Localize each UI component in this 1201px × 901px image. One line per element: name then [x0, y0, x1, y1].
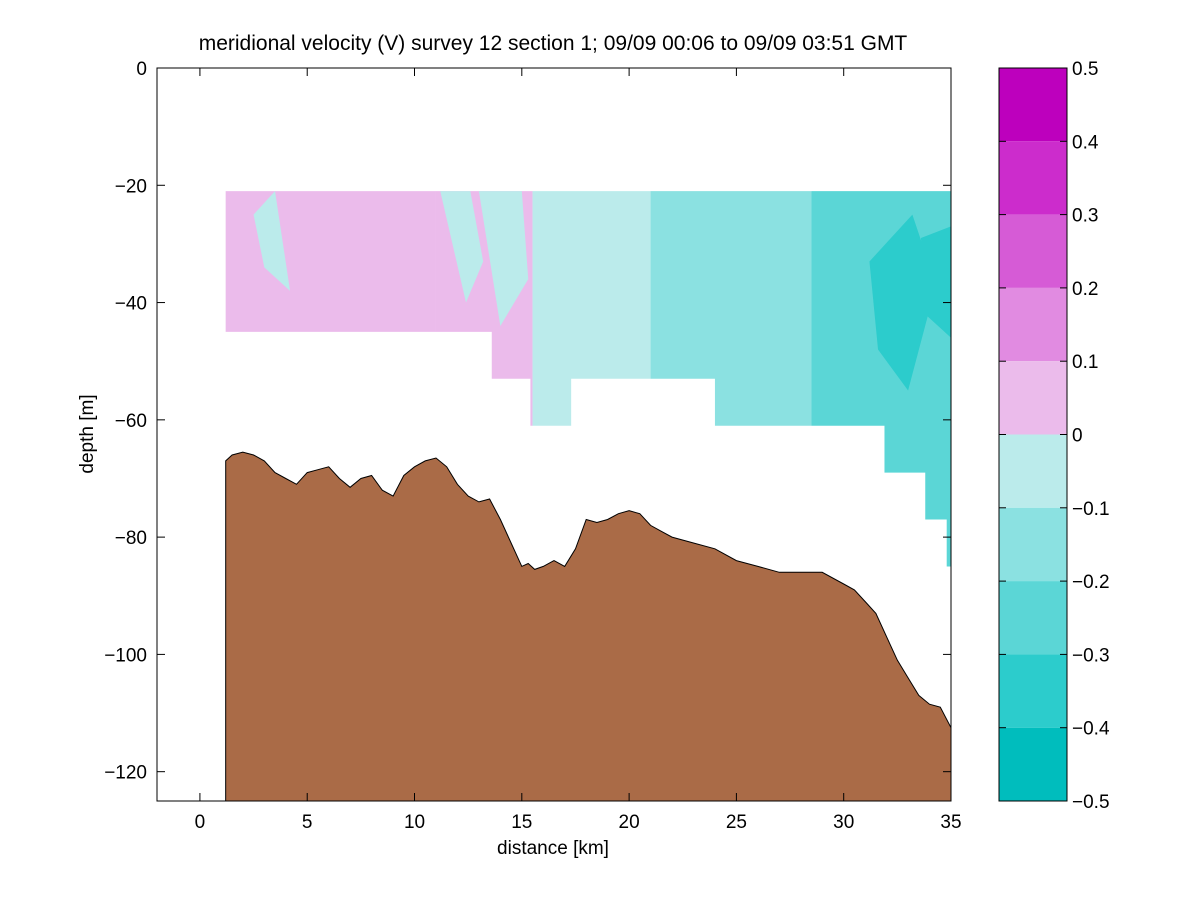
colorbar-tick-label: 0.5 [1072, 59, 1098, 80]
colorbar-band [999, 361, 1067, 435]
velocity-patch [478, 191, 529, 327]
y-tick-label: −40 [115, 294, 147, 315]
colorbar-tick-label: 0.4 [1072, 132, 1099, 153]
colorbar-band [999, 287, 1067, 362]
x-tick-label: 25 [726, 812, 747, 833]
velocity-zone [650, 191, 812, 426]
colorbar-band [999, 727, 1067, 801]
y-tick-label: −60 [115, 411, 147, 432]
seafloor-profile [225, 451, 951, 801]
colorbar-band [999, 214, 1067, 288]
velocity-patch [869, 214, 936, 391]
x-tick-label: 15 [511, 812, 532, 833]
colorbar-tick-label: −0.1 [1072, 499, 1110, 520]
colorbar-tick-label: −0.4 [1072, 719, 1110, 740]
y-tick-label: −120 [104, 763, 147, 784]
colorbar-band [999, 581, 1067, 655]
x-axis: 0 5 10 15 20 25 30 35 [195, 68, 962, 833]
x-tick-label: 0 [195, 812, 206, 833]
y-axis: 0 −20 −40 −60 −80 −100 −120 [104, 59, 951, 784]
x-tick-label: 5 [302, 812, 313, 833]
colorbar-band [999, 507, 1067, 582]
y-tick-label: −80 [115, 528, 147, 549]
colorbar-band [999, 141, 1067, 215]
plot-frame [156, 67, 952, 802]
colorbar-tick-label: −0.5 [1072, 792, 1110, 813]
y-tick-label: −100 [104, 645, 147, 666]
colorbar-tick-label: 0 [1072, 426, 1083, 447]
colorbar-band [999, 654, 1067, 728]
colorbar-tick-label: 0.3 [1072, 206, 1098, 227]
x-tick-label: 20 [619, 812, 640, 833]
x-tick-label: 35 [940, 812, 961, 833]
y-tick-label: −20 [115, 176, 147, 197]
x-tick-label: 30 [833, 812, 854, 833]
chart-title: meridional velocity (V) survey 12 sectio… [199, 32, 908, 55]
seafloor-layer [225, 451, 951, 801]
velocity-zone [532, 191, 651, 426]
colorbar-tick-label: 0.2 [1072, 279, 1098, 300]
colorbar-band [999, 434, 1067, 508]
velocity-patch [920, 226, 951, 338]
colorbar-tick-label: −0.2 [1072, 572, 1110, 593]
y-axis-label: depth [m] [77, 394, 98, 473]
x-tick-label: 10 [404, 812, 425, 833]
colorbar-tick-label: 0.1 [1072, 352, 1098, 373]
velocity-contour-field [225, 191, 951, 567]
velocity-patch [440, 191, 484, 303]
colorbar-tick-label: −0.3 [1072, 645, 1110, 666]
colorbar: 0.5 0.4 0.3 0.2 0.1 0 −0.1 −0.2 −0.3 −0.4 −0.5 [998, 59, 1110, 813]
velocity-patch [253, 191, 291, 291]
colorbar-band [999, 68, 1067, 142]
x-axis-label: distance [km] [497, 838, 609, 859]
y-tick-label: 0 [136, 59, 147, 80]
